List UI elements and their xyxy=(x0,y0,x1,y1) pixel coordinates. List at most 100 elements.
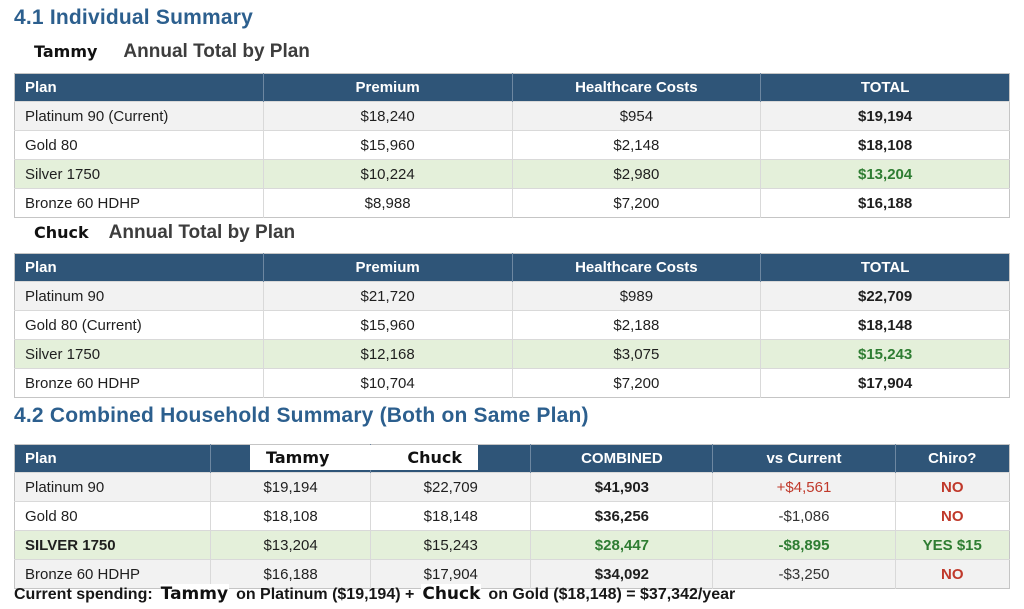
table-row: Gold 80 (Current) $15,960 $2,188 $18,148 xyxy=(14,310,1010,340)
tammy-table-caption: Tammy Annual Total by Plan xyxy=(30,41,310,63)
plan-cell: Gold 80 xyxy=(14,130,264,160)
tammy-cell: $18,108 xyxy=(210,501,372,531)
header-name-chuck: Chuck xyxy=(407,448,462,467)
header-chiro: Chiro? xyxy=(895,444,1010,473)
plan-cell: Silver 1750 xyxy=(14,159,264,189)
tammy-table-subtitle: Annual Total by Plan xyxy=(123,41,310,62)
vs-current-cell: -$8,895 xyxy=(712,530,896,560)
plan-cell: Bronze 60 HDHP xyxy=(14,188,264,218)
header-plan: Plan xyxy=(14,253,264,282)
header-premium: Premium xyxy=(263,253,513,282)
header-combined: COMBINED xyxy=(530,444,714,473)
vs-current-cell: -$3,250 xyxy=(712,559,896,589)
total-cell: $18,108 xyxy=(760,130,1010,160)
combined-cell: $41,903 xyxy=(530,472,714,502)
header-plan: Plan xyxy=(14,73,264,102)
tammy-plan-table: Plan Premium Healthcare Costs TOTAL Plat… xyxy=(14,73,1010,218)
plan-cell: Bronze 60 HDHP xyxy=(14,368,264,398)
header-total: TOTAL xyxy=(760,73,1010,102)
premium-cell: $10,704 xyxy=(263,368,513,398)
healthcare-cell: $989 xyxy=(512,281,762,311)
plan-cell: Platinum 90 (Current) xyxy=(14,101,264,131)
premium-cell: $18,240 xyxy=(263,101,513,131)
total-cell: $15,243 xyxy=(760,339,1010,369)
footer-name-tammy: Tammy xyxy=(159,584,230,604)
chiro-cell: NO xyxy=(895,472,1010,502)
total-cell: $13,204 xyxy=(760,159,1010,189)
combined-cell: $34,092 xyxy=(530,559,714,589)
healthcare-cell: $7,200 xyxy=(512,188,762,218)
tammy-cell: $19,194 xyxy=(210,472,372,502)
header-names-overlay: Tammy Chuck xyxy=(250,445,478,470)
header-healthcare: Healthcare Costs xyxy=(512,253,762,282)
header-plan: Plan xyxy=(14,444,211,473)
current-spending-note: Current spending: Tammy on Platinum ($19… xyxy=(14,584,735,604)
footer-name-chuck: Chuck xyxy=(421,584,482,604)
chuck-cell: $15,243 xyxy=(370,530,532,560)
combined-cell: $28,447 xyxy=(530,530,714,560)
chiro-cell: NO xyxy=(895,559,1010,589)
plan-cell: Gold 80 xyxy=(14,501,211,531)
chuck-plan-table: Plan Premium Healthcare Costs TOTAL Plat… xyxy=(14,253,1010,398)
tammy-cell: $13,204 xyxy=(210,530,372,560)
header-name-tammy: Tammy xyxy=(266,448,330,467)
chiro-cell: NO xyxy=(895,501,1010,531)
premium-cell: $12,168 xyxy=(263,339,513,369)
premium-cell: $21,720 xyxy=(263,281,513,311)
total-cell: $17,904 xyxy=(760,368,1010,398)
premium-cell: $8,988 xyxy=(263,188,513,218)
tammy-cell: $16,188 xyxy=(210,559,372,589)
vs-current-cell: -$1,086 xyxy=(712,501,896,531)
header-premium: Premium xyxy=(263,73,513,102)
header-healthcare: Healthcare Costs xyxy=(512,73,762,102)
table-row: Bronze 60 HDHP $8,988 $7,200 $16,188 xyxy=(14,188,1010,218)
footer-segment-1: on Platinum ($19,194) + xyxy=(236,586,415,603)
table-row-highlighted: Silver 1750 $12,168 $3,075 $15,243 xyxy=(14,339,1010,369)
table-row: Platinum 90 $21,720 $989 $22,709 xyxy=(14,281,1010,311)
table-row: Gold 80 $15,960 $2,148 $18,108 xyxy=(14,130,1010,160)
plan-cell: Silver 1750 xyxy=(14,339,264,369)
person-name-chuck: Chuck xyxy=(30,223,93,242)
table-row: Bronze 60 HDHP $10,704 $7,200 $17,904 xyxy=(14,368,1010,398)
plan-cell: Platinum 90 xyxy=(14,281,264,311)
total-cell: $19,194 xyxy=(760,101,1010,131)
healthcare-cell: $2,980 xyxy=(512,159,762,189)
footer-segment-2: on Gold ($18,148) = $37,342/year xyxy=(488,586,736,603)
table-row: Platinum 90 (Current) $18,240 $954 $19,1… xyxy=(14,101,1010,131)
table-row: Platinum 90 $19,194 $22,709 $41,903 +$4,… xyxy=(14,472,1010,502)
healthcare-cell: $954 xyxy=(512,101,762,131)
table-header-row: Plan Premium Healthcare Costs TOTAL xyxy=(14,253,1010,282)
healthcare-cell: $2,148 xyxy=(512,130,762,160)
current-spending-label: Current spending: xyxy=(14,586,153,603)
vs-current-cell: +$4,561 xyxy=(712,472,896,502)
healthcare-cell: $2,188 xyxy=(512,310,762,340)
plan-cell: Gold 80 (Current) xyxy=(14,310,264,340)
plan-cell: Bronze 60 HDHP xyxy=(14,559,211,589)
table-row: Bronze 60 HDHP $16,188 $17,904 $34,092 -… xyxy=(14,559,1010,589)
table-row: Gold 80 $18,108 $18,148 $36,256 -$1,086 … xyxy=(14,501,1010,531)
chuck-cell: $22,709 xyxy=(370,472,532,502)
total-cell: $22,709 xyxy=(760,281,1010,311)
section-title-individual: 4.1 Individual Summary xyxy=(14,6,253,29)
combined-plan-table: Plan COMBINED vs Current Chiro? Platinum… xyxy=(14,444,1010,589)
chuck-table-subtitle: Annual Total by Plan xyxy=(108,222,296,243)
total-cell: $18,148 xyxy=(760,310,1010,340)
chuck-cell: $17,904 xyxy=(370,559,532,589)
person-name-tammy: Tammy xyxy=(30,42,102,61)
plan-cell: SILVER 1750 xyxy=(14,530,211,560)
section-title-combined: 4.2 Combined Household Summary (Both on … xyxy=(14,404,589,427)
header-total: TOTAL xyxy=(760,253,1010,282)
chuck-cell: $18,148 xyxy=(370,501,532,531)
table-row-highlighted: Silver 1750 $10,224 $2,980 $13,204 xyxy=(14,159,1010,189)
plan-cell: Platinum 90 xyxy=(14,472,211,502)
table-header-row: Plan COMBINED vs Current Chiro? xyxy=(14,444,1010,473)
premium-cell: $10,224 xyxy=(263,159,513,189)
healthcare-cell: $3,075 xyxy=(512,339,762,369)
healthcare-cell: $7,200 xyxy=(512,368,762,398)
table-row-highlighted: SILVER 1750 $13,204 $15,243 $28,447 -$8,… xyxy=(14,530,1010,560)
chiro-cell: YES $15 xyxy=(895,530,1010,560)
total-cell: $16,188 xyxy=(760,188,1010,218)
chuck-table-caption: Chuck Annual Total by Plan xyxy=(30,222,295,244)
premium-cell: $15,960 xyxy=(263,310,513,340)
header-vs-current: vs Current xyxy=(712,444,896,473)
